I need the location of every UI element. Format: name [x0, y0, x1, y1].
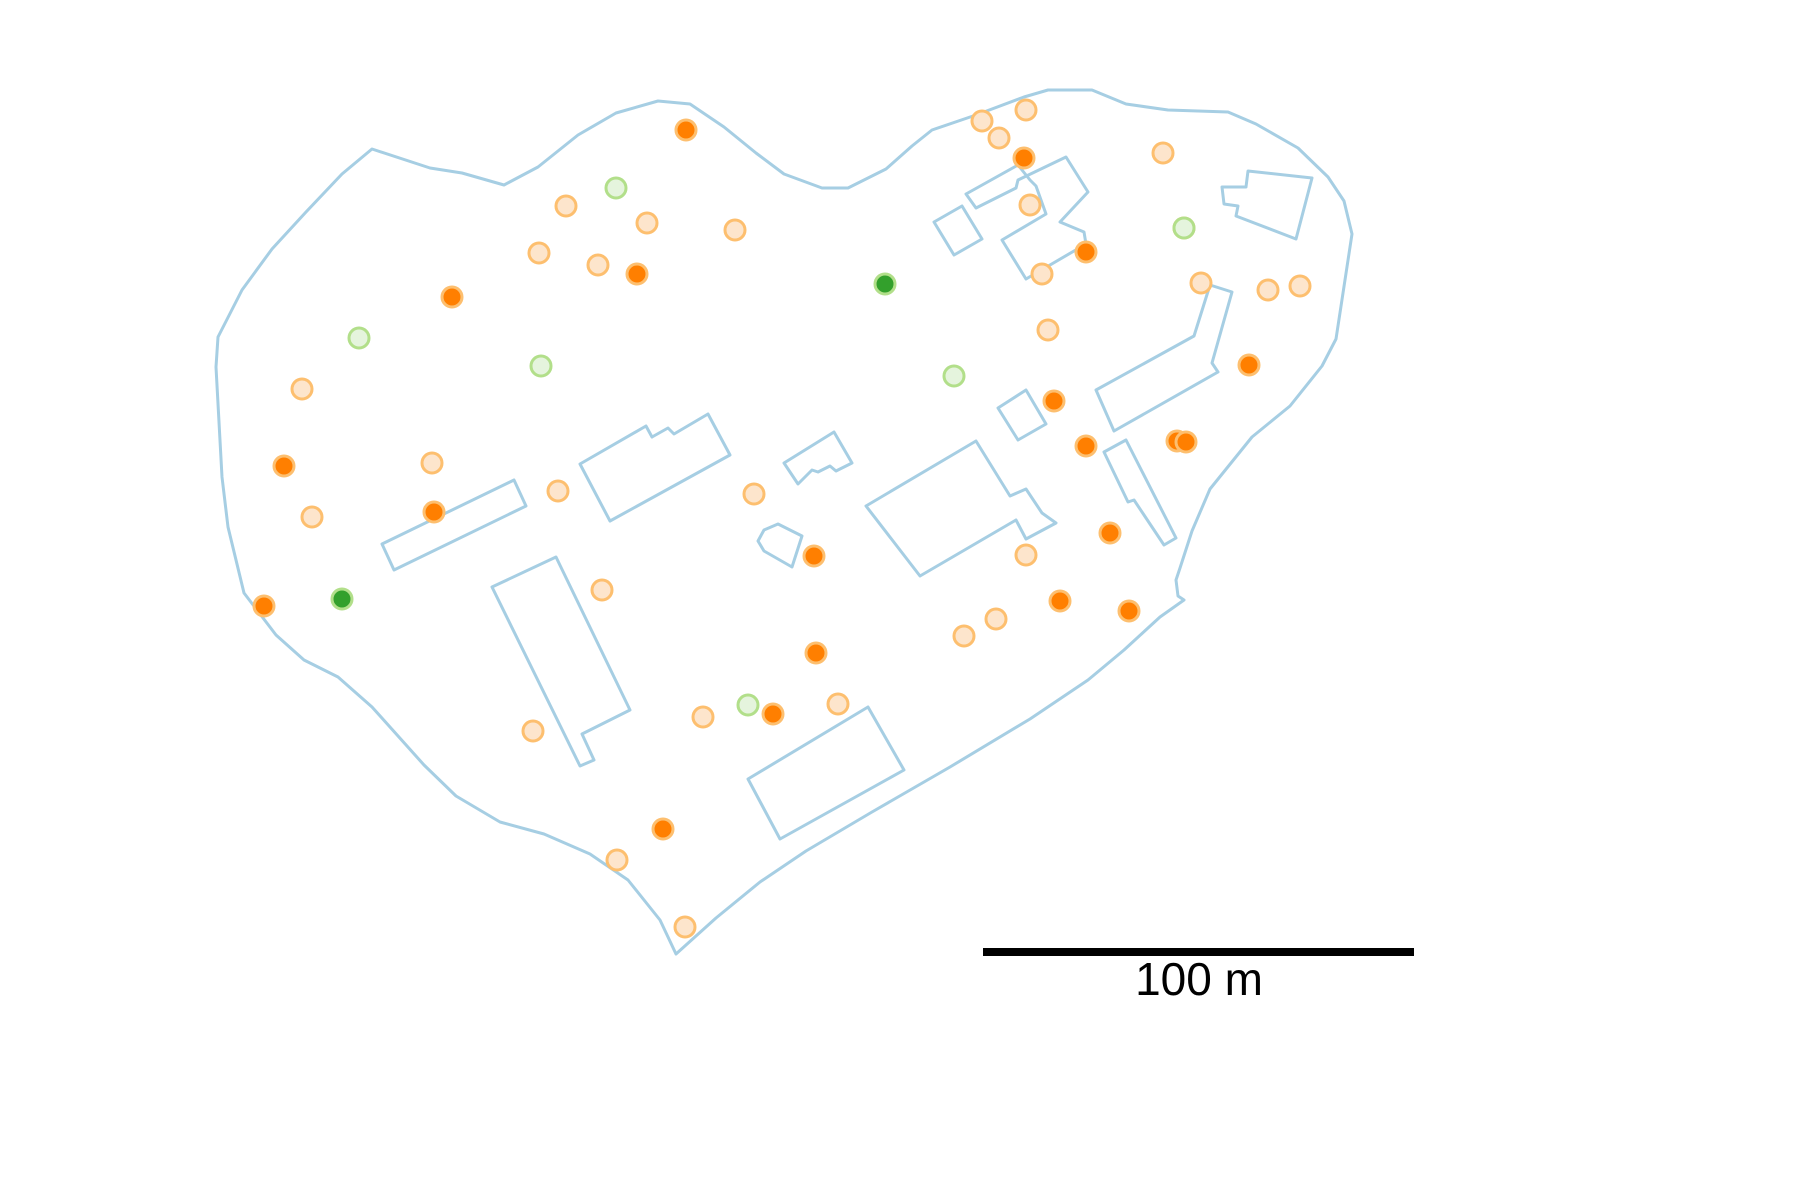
point-faded-orange	[635, 211, 659, 235]
point-faded-orange	[1014, 543, 1038, 567]
point-faded-orange	[826, 692, 850, 716]
point-faded-orange	[605, 848, 629, 872]
point-faded-orange	[987, 126, 1011, 150]
point-faded-green	[736, 693, 760, 717]
building-outline	[864, 439, 1058, 578]
building-outline	[1220, 169, 1314, 241]
point-faded-green	[942, 364, 966, 388]
point-faded-orange	[554, 194, 578, 218]
point-faded-orange	[970, 109, 994, 133]
point-faded-green	[1172, 216, 1196, 240]
point-faded-orange	[1256, 278, 1280, 302]
building-outline	[996, 388, 1048, 442]
buildings-layer	[380, 155, 1314, 841]
point-solid-green	[873, 272, 897, 296]
building-outline	[1094, 283, 1234, 433]
building-outline	[756, 522, 804, 569]
point-solid-orange	[1074, 240, 1098, 264]
building-outline	[782, 430, 854, 486]
point-faded-orange	[1189, 271, 1213, 295]
building-outline	[380, 478, 528, 572]
area-boundary-layer	[214, 88, 1354, 956]
point-faded-orange	[1288, 274, 1312, 298]
point-faded-orange	[1018, 193, 1042, 217]
point-faded-orange	[420, 451, 444, 475]
building-outline	[578, 412, 732, 523]
point-faded-green	[347, 326, 371, 350]
point-solid-orange	[1074, 434, 1098, 458]
point-faded-orange	[673, 915, 697, 939]
point-solid-orange	[761, 702, 785, 726]
building-outline	[746, 705, 906, 841]
point-faded-orange	[590, 578, 614, 602]
point-faded-green	[604, 176, 628, 200]
point-solid-green	[330, 587, 354, 611]
point-solid-orange	[1042, 389, 1066, 413]
point-faded-orange	[546, 479, 570, 503]
point-faded-orange	[290, 377, 314, 401]
point-faded-green	[529, 354, 553, 378]
point-solid-orange	[1117, 599, 1141, 623]
point-faded-orange	[1036, 318, 1060, 342]
point-solid-orange	[651, 817, 675, 841]
building-outline	[1102, 438, 1178, 547]
area-boundary	[214, 88, 1354, 956]
point-faded-orange	[1030, 262, 1054, 286]
point-solid-orange	[272, 454, 296, 478]
point-faded-orange	[300, 505, 324, 529]
point-solid-orange	[625, 262, 649, 286]
point-solid-orange	[1174, 430, 1198, 454]
points-layer	[252, 98, 1312, 939]
point-faded-orange	[723, 218, 747, 242]
building-outline	[490, 555, 632, 768]
point-faded-orange	[527, 241, 551, 265]
point-faded-orange	[691, 705, 715, 729]
scale-bar: 100 m	[983, 948, 1414, 1005]
point-solid-orange	[804, 641, 828, 665]
point-faded-orange	[952, 624, 976, 648]
point-solid-orange	[674, 118, 698, 142]
building-outline	[932, 204, 984, 257]
building-outline	[964, 155, 1090, 281]
point-faded-orange	[742, 482, 766, 506]
point-faded-orange	[586, 253, 610, 277]
point-solid-orange	[802, 544, 826, 568]
scale-bar-label: 100 m	[1135, 953, 1263, 1005]
point-solid-orange	[440, 285, 464, 309]
point-faded-orange	[1151, 141, 1175, 165]
point-solid-orange	[1048, 589, 1072, 613]
point-solid-orange	[1012, 146, 1036, 170]
point-faded-orange	[984, 607, 1008, 631]
point-faded-orange	[521, 719, 545, 743]
point-solid-orange	[252, 594, 276, 618]
point-solid-orange	[1237, 353, 1261, 377]
point-solid-orange	[422, 500, 446, 524]
point-faded-orange	[1014, 98, 1038, 122]
point-solid-orange	[1098, 521, 1122, 545]
